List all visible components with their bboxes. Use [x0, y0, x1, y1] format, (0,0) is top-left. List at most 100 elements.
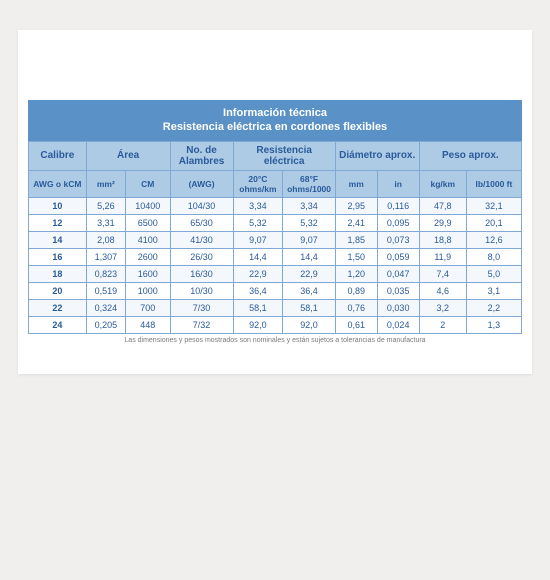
- sub-mm: mm: [335, 170, 377, 197]
- table-cell: 14,4: [283, 248, 335, 265]
- table-cell: 18,8: [419, 231, 466, 248]
- header-group-row: Calibre Área No. de Alambres Resistencia…: [29, 141, 522, 170]
- table-cell: 3,1: [466, 282, 521, 299]
- table-cell: 0,89: [335, 282, 377, 299]
- table-cell: 9,07: [283, 231, 335, 248]
- table-cell: 0,030: [377, 299, 419, 316]
- table-cell: 8,0: [466, 248, 521, 265]
- title-line-2: Resistencia eléctrica en cordones flexib…: [32, 120, 518, 134]
- table-cell: 0,024: [377, 316, 419, 333]
- table-cell: 0,035: [377, 282, 419, 299]
- table-cell: 7/32: [170, 316, 233, 333]
- table-cell: 11,9: [419, 248, 466, 265]
- table-cell: 700: [126, 299, 171, 316]
- table-cell: 0,61: [335, 316, 377, 333]
- table-cell: 36,4: [233, 282, 283, 299]
- table-cell: 2,95: [335, 197, 377, 214]
- table-cell: 5,0: [466, 265, 521, 282]
- table-cell: 20: [29, 282, 87, 299]
- sub-68f: 68°F ohms/1000: [283, 170, 335, 197]
- table-cell: 7/30: [170, 299, 233, 316]
- table-cell: 65/30: [170, 214, 233, 231]
- sub-lb1000: lb/1000 ft: [466, 170, 521, 197]
- table-cell: 1,307: [86, 248, 125, 265]
- table-cell: 22,9: [283, 265, 335, 282]
- table-cell: 1600: [126, 265, 171, 282]
- table-cell: 104/30: [170, 197, 233, 214]
- table-cell: 22: [29, 299, 87, 316]
- table-cell: 0,76: [335, 299, 377, 316]
- sub-kgkm: kg/km: [419, 170, 466, 197]
- table-cell: 0,073: [377, 231, 419, 248]
- table-cell: 3,34: [233, 197, 283, 214]
- table-cell: 58,1: [283, 299, 335, 316]
- table-cell: 5,26: [86, 197, 125, 214]
- table-row: 161,307260026/3014,414,41,500,05911,98,0: [29, 248, 522, 265]
- table-cell: 5,32: [283, 214, 335, 231]
- wire-spec-table: Calibre Área No. de Alambres Resistencia…: [28, 141, 522, 334]
- table-cell: 0,047: [377, 265, 419, 282]
- table-row: 142,08410041/309,079,071,850,07318,812,6: [29, 231, 522, 248]
- header-sub-row: AWG o kCM mm² CM (AWG) 20°C ohms/km 68°F…: [29, 170, 522, 197]
- table-cell: 2,41: [335, 214, 377, 231]
- sub-alm-awg: (AWG): [170, 170, 233, 197]
- table-cell: 16: [29, 248, 87, 265]
- table-cell: 4100: [126, 231, 171, 248]
- table-cell: 0,519: [86, 282, 125, 299]
- table-cell: 18: [29, 265, 87, 282]
- table-cell: 0,205: [86, 316, 125, 333]
- table-cell: 20,1: [466, 214, 521, 231]
- table-cell: 0,116: [377, 197, 419, 214]
- table-cell: 1000: [126, 282, 171, 299]
- document-page: Información técnica Resistencia eléctric…: [18, 30, 532, 374]
- sub-in: in: [377, 170, 419, 197]
- table-cell: 4,6: [419, 282, 466, 299]
- sub-20c: 20°C ohms/km: [233, 170, 283, 197]
- table-cell: 0,823: [86, 265, 125, 282]
- table-cell: 41/30: [170, 231, 233, 248]
- table-cell: 36,4: [283, 282, 335, 299]
- sub-mm2: mm²: [86, 170, 125, 197]
- table-cell: 47,8: [419, 197, 466, 214]
- table-cell: 92,0: [283, 316, 335, 333]
- table-cell: 22,9: [233, 265, 283, 282]
- table-cell: 26/30: [170, 248, 233, 265]
- table-cell: 0,095: [377, 214, 419, 231]
- table-cell: 2600: [126, 248, 171, 265]
- table-cell: 14,4: [233, 248, 283, 265]
- table-cell: 92,0: [233, 316, 283, 333]
- col-area: Área: [86, 141, 170, 170]
- col-alambres: No. de Alambres: [170, 141, 233, 170]
- table-title: Información técnica Resistencia eléctric…: [28, 100, 522, 141]
- table-cell: 3,2: [419, 299, 466, 316]
- table-cell: 58,1: [233, 299, 283, 316]
- table-row: 240,2054487/3292,092,00,610,02421,3: [29, 316, 522, 333]
- table-cell: 2,08: [86, 231, 125, 248]
- table-cell: 24: [29, 316, 87, 333]
- table-body: 105,2610400104/303,343,342,950,11647,832…: [29, 197, 522, 333]
- col-diametro: Diámetro aprox.: [335, 141, 419, 170]
- table-cell: 1,50: [335, 248, 377, 265]
- table-cell: 0,059: [377, 248, 419, 265]
- table-cell: 448: [126, 316, 171, 333]
- table-row: 200,519100010/3036,436,40,890,0354,63,1: [29, 282, 522, 299]
- table-cell: 2: [419, 316, 466, 333]
- table-row: 123,31650065/305,325,322,410,09529,920,1: [29, 214, 522, 231]
- table-cell: 16/30: [170, 265, 233, 282]
- table-row: 180,823160016/3022,922,91,200,0477,45,0: [29, 265, 522, 282]
- table-cell: 1,85: [335, 231, 377, 248]
- table-cell: 3,34: [283, 197, 335, 214]
- table-cell: 5,32: [233, 214, 283, 231]
- table-cell: 6500: [126, 214, 171, 231]
- table-cell: 32,1: [466, 197, 521, 214]
- table-cell: 12,6: [466, 231, 521, 248]
- table-cell: 1,3: [466, 316, 521, 333]
- table-row: 105,2610400104/303,343,342,950,11647,832…: [29, 197, 522, 214]
- col-peso: Peso aprox.: [419, 141, 521, 170]
- table-row: 220,3247007/3058,158,10,760,0303,22,2: [29, 299, 522, 316]
- col-resistencia: Resistencia eléctrica: [233, 141, 335, 170]
- sub-awg: AWG o kCM: [29, 170, 87, 197]
- table-cell: 3,31: [86, 214, 125, 231]
- table-cell: 9,07: [233, 231, 283, 248]
- table-cell: 10: [29, 197, 87, 214]
